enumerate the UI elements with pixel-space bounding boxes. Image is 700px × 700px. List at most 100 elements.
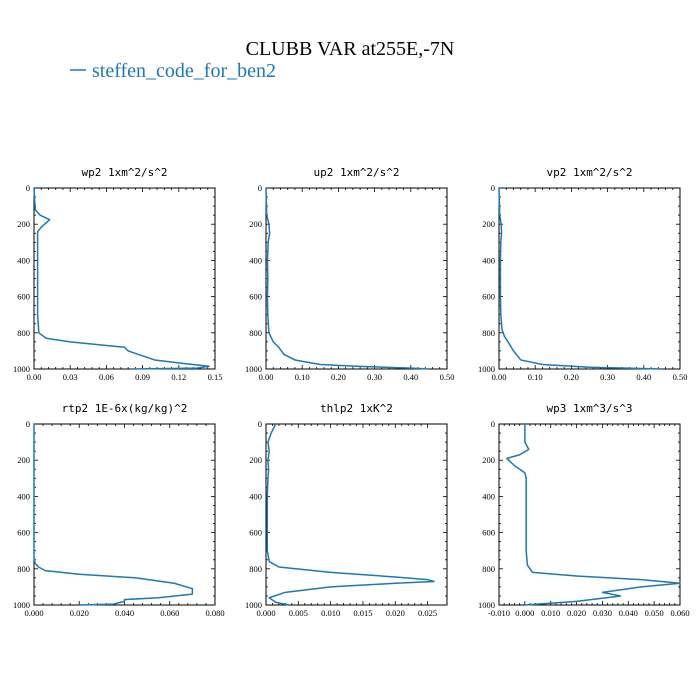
y-tick-label: 200 <box>249 455 262 465</box>
plot-frame <box>498 187 681 370</box>
y-tick-label: 200 <box>17 455 30 465</box>
x-tick-label: 0.015 <box>353 608 372 618</box>
x-tick-label: 0.020 <box>70 608 89 618</box>
x-tick-label: 0.020 <box>386 608 405 618</box>
y-tick-label: 1000 <box>13 600 30 610</box>
y-tick-label: 0 <box>258 419 262 429</box>
y-tick-label: 800 <box>249 328 262 338</box>
x-tick-label: 0.50 <box>440 372 455 382</box>
y-tick-label: 400 <box>249 491 262 501</box>
x-tick-label: 0.020 <box>567 608 586 618</box>
y-tick-label: 800 <box>249 564 262 574</box>
x-tick-label: 0.40 <box>403 372 418 382</box>
x-tick-label: 0.030 <box>593 608 612 618</box>
panel-title: thlp2 1xK^2 <box>320 402 393 415</box>
y-tick-label: 200 <box>249 219 262 229</box>
y-tick-label: 200 <box>482 219 495 229</box>
x-tick-label: 0.050 <box>645 608 664 618</box>
y-tick-label: 1000 <box>478 600 495 610</box>
x-tick-label: -0.010 <box>488 608 510 618</box>
y-tick-label: 0 <box>491 419 495 429</box>
series-line <box>266 423 435 606</box>
x-tick-label: 0.30 <box>367 372 382 382</box>
plot-frame <box>265 423 448 606</box>
x-tick-label: 0.00 <box>259 372 274 382</box>
figure-title: CLUBB VAR at255E,-7N <box>246 38 455 60</box>
y-tick-label: 400 <box>482 255 495 265</box>
legend: steffen_code_for_ben2 <box>70 60 276 82</box>
y-tick-label: 1000 <box>245 364 262 374</box>
panel-title: wp2 1xm^2/s^2 <box>81 166 167 179</box>
x-tick-label: 0.15 <box>208 372 223 382</box>
x-tick-label: 0.20 <box>331 372 346 382</box>
x-tick-label: 0.010 <box>541 608 560 618</box>
y-tick-label: 400 <box>17 255 30 265</box>
y-tick-label: 600 <box>249 528 262 538</box>
x-tick-label: 0.30 <box>600 372 615 382</box>
x-tick-label: 0.00 <box>492 372 507 382</box>
panel-4: rtp2 1E-6x(kg/kg)^2 0 200 400 600 800 10000.00… <box>13 402 225 618</box>
x-tick-label: 0.040 <box>619 608 638 618</box>
y-tick-label: 1000 <box>245 600 262 610</box>
legend-label: steffen_code_for_ben2 <box>92 60 276 82</box>
y-tick-label: 800 <box>17 564 30 574</box>
panel-6: wp3 1xm^3/s^3 0 200 400 600 800 1000-0.010 0.00… <box>478 402 690 618</box>
y-tick-label: 0 <box>491 183 495 193</box>
y-tick-label: 0 <box>258 183 262 193</box>
x-tick-label: 0.010 <box>321 608 340 618</box>
panel-title: wp3 1xm^3/s^3 <box>546 402 632 415</box>
series-line <box>498 187 662 370</box>
x-tick-label: 0.025 <box>418 608 437 618</box>
x-tick-label: 0.50 <box>673 372 688 382</box>
x-tick-label: 0.20 <box>564 372 579 382</box>
y-tick-label: 1000 <box>13 364 30 374</box>
x-tick-label: 0.000 <box>24 608 43 618</box>
y-tick-label: 400 <box>482 491 495 501</box>
series-line <box>506 424 681 606</box>
y-tick-label: 800 <box>482 328 495 338</box>
x-tick-label: 0.040 <box>115 608 134 618</box>
x-tick-label: 0.12 <box>171 372 186 382</box>
y-tick-label: 800 <box>17 328 30 338</box>
y-tick-label: 200 <box>17 219 30 229</box>
x-tick-label: 0.080 <box>205 608 224 618</box>
y-tick-label: 0 <box>26 419 30 429</box>
y-tick-label: 600 <box>17 292 30 302</box>
y-tick-label: 800 <box>482 564 495 574</box>
x-tick-label: 0.005 <box>289 608 308 618</box>
panel-title: up2 1xm^2/s^2 <box>313 166 399 179</box>
x-tick-label: 0.40 <box>636 372 651 382</box>
x-tick-label: 0.000 <box>515 608 534 618</box>
y-tick-label: 200 <box>482 455 495 465</box>
panel-title: rtp2 1E-6x(kg/kg)^2 <box>62 402 188 415</box>
x-tick-label: 0.10 <box>528 372 543 382</box>
y-tick-label: 0 <box>26 183 30 193</box>
y-tick-label: 1000 <box>478 364 495 374</box>
panel-title: vp2 1xm^2/s^2 <box>546 166 632 179</box>
y-tick-label: 600 <box>482 528 495 538</box>
series-line <box>33 187 210 370</box>
x-tick-label: 0.06 <box>99 372 114 382</box>
y-tick-label: 400 <box>17 491 30 501</box>
x-tick-label: 0.060 <box>670 608 689 618</box>
series-line <box>33 424 194 606</box>
plot-frame <box>265 187 448 370</box>
x-tick-label: 0.03 <box>63 372 78 382</box>
x-tick-label: 0.00 <box>27 372 42 382</box>
plot-frame <box>33 187 216 370</box>
y-tick-label: 600 <box>17 528 30 538</box>
y-tick-label: 600 <box>482 292 495 302</box>
y-tick-label: 600 <box>249 292 262 302</box>
x-tick-label: 0.09 <box>135 372 150 382</box>
y-tick-label: 400 <box>249 255 262 265</box>
x-tick-label: 0.060 <box>160 608 179 618</box>
x-tick-label: 0.10 <box>295 372 310 382</box>
x-tick-label: 0.000 <box>256 608 275 618</box>
series-line <box>265 187 429 370</box>
